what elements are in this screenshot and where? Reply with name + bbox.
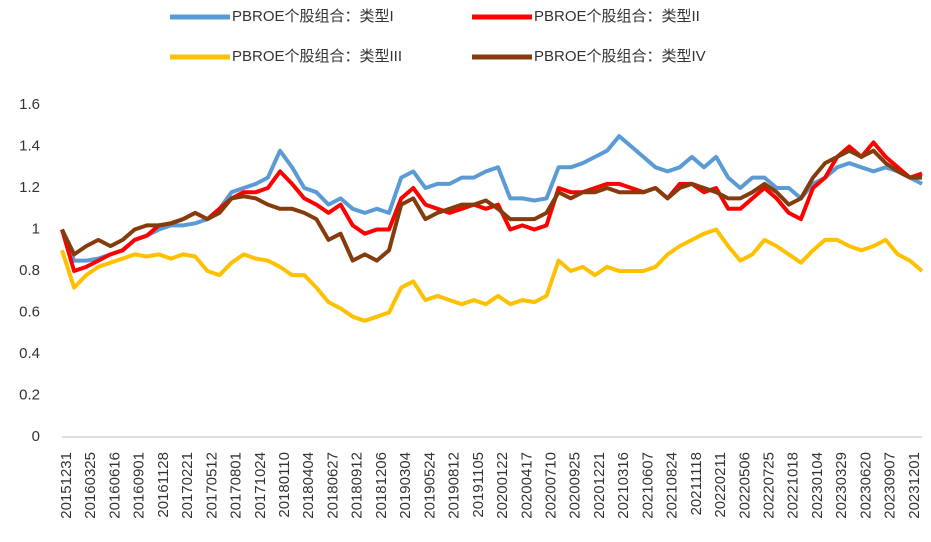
- y-tick-label: 1: [32, 220, 40, 237]
- x-tick-label: 20160325: [82, 452, 99, 519]
- y-tick-label: 0.2: [19, 386, 40, 403]
- y-tick-label: 0.8: [19, 262, 40, 279]
- x-tick-label: 20180912: [349, 452, 366, 519]
- x-tick-label: 20220211: [712, 452, 729, 518]
- x-tick-label: 20200417: [518, 452, 535, 519]
- x-tick-label: 20200710: [542, 452, 559, 519]
- x-tick-label: 20211118: [688, 452, 705, 515]
- x-tick-label: 20191105: [470, 452, 487, 518]
- x-tick-label: 20230907: [882, 452, 899, 519]
- series-line: [60, 227, 924, 323]
- x-tick-label: 20190524: [421, 452, 438, 519]
- x-tick-label: 20210607: [639, 452, 656, 519]
- x-tick-label: 20180110: [276, 452, 293, 518]
- y-tick-label: 1.2: [19, 179, 40, 196]
- x-tick-label: 20170512: [203, 452, 220, 519]
- y-tick-label: 1.4: [19, 137, 40, 154]
- x-tick-label: 20231201: [906, 452, 923, 519]
- y-tick-label: 0.6: [19, 303, 40, 320]
- x-tick-label: 20171024: [252, 452, 269, 519]
- x-tick-label: 20170221: [179, 452, 196, 519]
- y-tick-label: 0.4: [19, 345, 40, 362]
- x-tick-label: 20230104: [809, 452, 826, 519]
- x-tick-label: 20161128: [155, 452, 172, 518]
- x-tick-label: 20230620: [857, 452, 874, 519]
- x-tick-label: 20220725: [761, 452, 778, 519]
- legend-label: PBROE个股组合：类型I: [232, 8, 394, 25]
- x-tick-label: 20200925: [567, 452, 584, 519]
- x-tick-label: 20201221: [591, 452, 608, 519]
- legend-label: PBROE个股组合：类型III: [232, 48, 402, 65]
- x-tick-label: 20200122: [494, 452, 511, 519]
- x-tick-label: 20210824: [664, 452, 681, 519]
- x-tick-label: 20221018: [785, 452, 802, 519]
- x-tick-label: 20180404: [300, 452, 317, 519]
- legend-label: PBROE个股组合：类型IV: [534, 48, 706, 65]
- series-line: [60, 134, 923, 263]
- x-tick-label: 20180627: [324, 452, 341, 519]
- legend-label: PBROE个股组合：类型II: [534, 8, 700, 25]
- x-tick-label: 20160901: [131, 452, 148, 519]
- x-tick-label: 20190304: [397, 452, 414, 519]
- series-line: [60, 148, 922, 263]
- x-tick-label: 20181206: [373, 452, 390, 519]
- x-tick-label: 20210316: [615, 452, 632, 519]
- x-tick-label: 20220506: [736, 452, 753, 519]
- x-tick-label: 20170801: [228, 452, 245, 519]
- y-tick-label: 0: [32, 428, 40, 445]
- y-tick-label: 1.6: [19, 96, 40, 113]
- x-tick-label: 20230329: [833, 452, 850, 519]
- x-tick-label: 20160616: [106, 452, 123, 519]
- x-tick-label: 20151231: [58, 452, 75, 519]
- x-tick-label: 20190812: [446, 452, 463, 519]
